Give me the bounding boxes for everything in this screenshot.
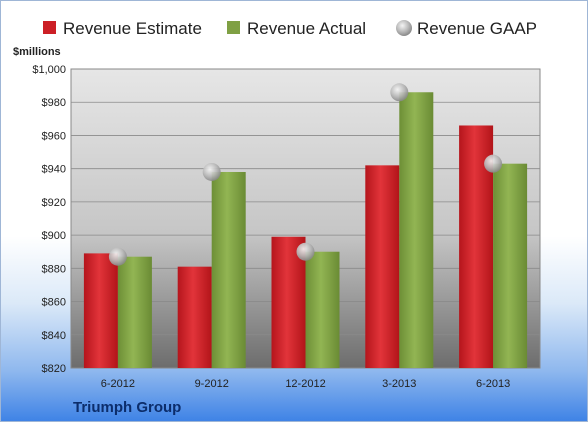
y-tick-label: $900: [42, 230, 66, 242]
y-axis-label: $millions: [13, 46, 61, 58]
bar-revenue-actual: [117, 256, 152, 368]
bar-revenue-actual: [211, 171, 246, 368]
legend-marker-gaap: [396, 20, 412, 36]
bar-revenue-actual: [305, 251, 340, 368]
x-tick-label: 9-2012: [195, 378, 229, 390]
y-tick-label: $980: [42, 97, 66, 109]
y-tick-label: $880: [42, 263, 66, 275]
bar-revenue-actual: [493, 163, 528, 368]
y-tick-label: $860: [42, 297, 66, 309]
legend-swatch-actual: [227, 21, 240, 34]
y-axis-ticks: $820 $840 $860 $880 $900 $920 $940 $960 $980 $1,0…: [32, 64, 66, 375]
y-tick-label: $840: [42, 330, 66, 342]
y-tick-label: $820: [42, 363, 66, 375]
y-tick-label: $1,000: [32, 64, 66, 76]
bar-revenue-actual: [399, 92, 434, 368]
x-tick-label: 6-2012: [101, 378, 135, 390]
bar-revenue-estimate: [83, 253, 118, 368]
bars: [83, 92, 528, 368]
legend-label: Revenue Estimate: [63, 19, 202, 38]
y-tick-label: $940: [42, 164, 66, 176]
legend-label: Revenue GAAP: [417, 19, 537, 38]
y-tick-label: $920: [42, 197, 66, 209]
legend-swatch-estimate: [43, 21, 56, 34]
marker-revenue-gaap: [108, 247, 127, 266]
y-tick-label: $960: [42, 130, 66, 142]
marker-revenue-gaap: [202, 162, 221, 181]
marker-revenue-gaap: [296, 242, 315, 261]
marker-revenue-gaap: [390, 83, 409, 102]
x-tick-label: 6-2013: [476, 378, 510, 390]
gaap-markers: [108, 83, 503, 266]
marker-revenue-gaap: [484, 154, 503, 173]
bar-revenue-estimate: [177, 266, 212, 368]
legend-label: Revenue Actual: [247, 19, 366, 38]
legend: Revenue Estimate Revenue Actual Revenue GA…: [43, 19, 537, 38]
x-tick-label: 3-2013: [382, 378, 416, 390]
x-axis-ticks: 6-2012 9-2012 12-2012 3-2013 6-2013: [101, 378, 510, 390]
company-name: Triumph Group: [73, 399, 181, 416]
x-tick-label: 12-2012: [285, 378, 325, 390]
bar-revenue-estimate: [365, 165, 400, 368]
